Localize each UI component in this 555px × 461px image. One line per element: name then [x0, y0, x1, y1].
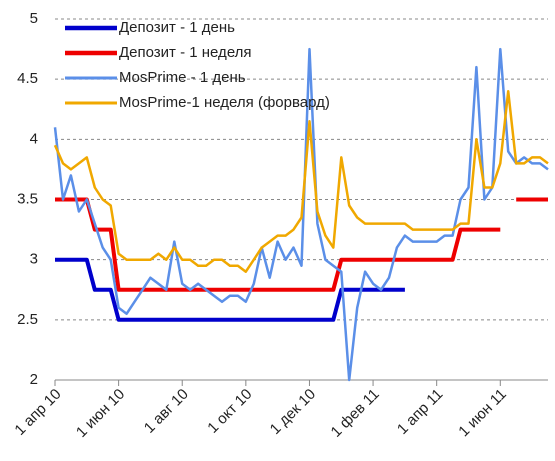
y-tick-label: 2: [30, 371, 38, 388]
y-tick-label: 2.5: [17, 311, 38, 328]
x-tick-label: 1 окт 10: [204, 386, 255, 437]
x-tick-label: 1 июн 11: [455, 386, 510, 441]
series-line: [53, 47, 549, 382]
series-line: [55, 197, 548, 292]
legend-label: Депозит - 1 неделя: [119, 44, 252, 61]
y-tick-label: 3: [30, 251, 38, 268]
y-tick-label: 3.5: [17, 190, 38, 207]
y-tick-label: 5: [30, 10, 38, 27]
legend-label: MosPrime - 1 день: [119, 69, 246, 86]
x-tick-label: 1 фев 11: [328, 386, 383, 441]
x-tick-label: 1 авг 10: [141, 386, 192, 437]
series-line: [55, 257, 405, 322]
y-tick-label: 4: [30, 130, 38, 147]
x-tick-label: 1 дек 10: [267, 386, 319, 438]
legend-label: MosPrime-1 неделя (форвард): [119, 94, 330, 111]
x-tick-label: 1 апр 10: [11, 386, 64, 439]
legend-label: Депозит - 1 день: [119, 19, 235, 36]
y-tick-label: 4.5: [17, 70, 38, 87]
x-tick-label: 1 июн 10: [73, 386, 128, 441]
series-line: [53, 89, 549, 273]
x-tick-label: 1 апр 11: [394, 386, 446, 438]
